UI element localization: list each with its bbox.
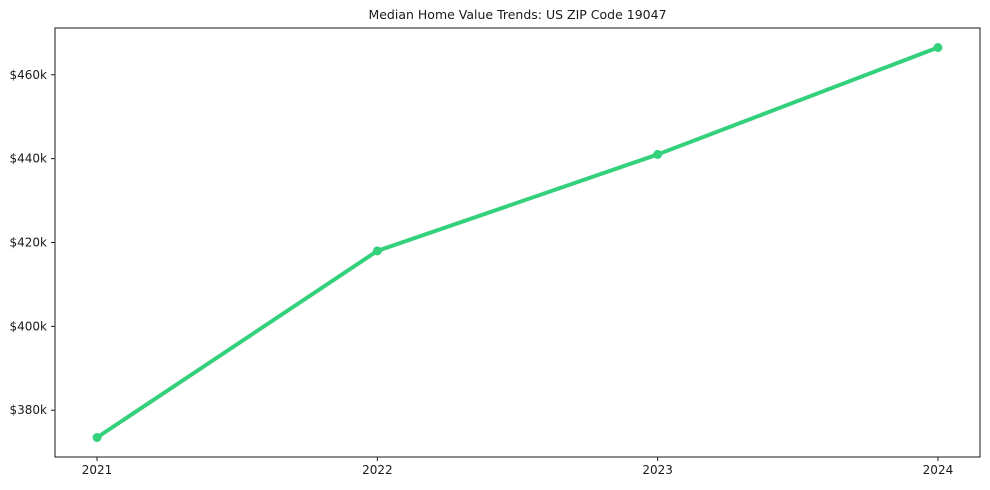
x-axis-tick-label: 2024 <box>923 463 954 477</box>
data-point-marker <box>933 43 943 52</box>
data-point-marker <box>92 433 102 442</box>
x-axis-tick-label: 2022 <box>362 463 393 477</box>
chart-title: Median Home Value Trends: US ZIP Code 19… <box>368 7 667 22</box>
data-point-marker <box>372 246 382 256</box>
x-axis-tick-label: 2023 <box>642 463 673 477</box>
y-axis-tick-label: $460k <box>10 68 48 82</box>
y-axis-tick-label: $380k <box>10 403 48 417</box>
x-axis-tick-label: 2021 <box>82 463 113 477</box>
y-axis-tick-label: $420k <box>10 236 48 250</box>
y-axis-tick-label: $440k <box>10 152 48 166</box>
plot-frame <box>54 27 981 458</box>
y-axis-tick-label: $400k <box>10 319 48 333</box>
data-point-marker <box>653 149 663 159</box>
trend-line <box>95 45 940 440</box>
